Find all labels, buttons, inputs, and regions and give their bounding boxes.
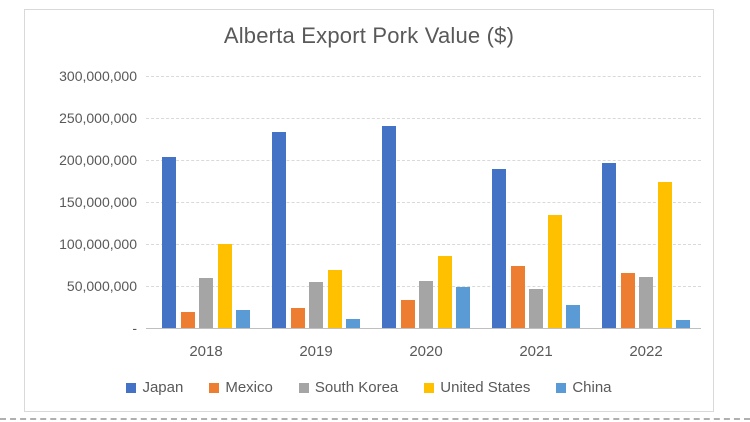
bar-south-korea bbox=[529, 289, 543, 328]
chart-frame: Alberta Export Pork Value ($) - 50,000,00… bbox=[24, 9, 714, 412]
gridline bbox=[146, 76, 701, 77]
legend-swatch-icon bbox=[209, 382, 220, 393]
legend-swatch-icon bbox=[126, 382, 137, 393]
bottom-divider bbox=[0, 418, 750, 420]
gridline bbox=[146, 118, 701, 119]
bar-mexico bbox=[180, 312, 195, 328]
legend-item-china: China bbox=[556, 379, 612, 396]
bar-united-states bbox=[657, 182, 672, 328]
gridline bbox=[146, 202, 701, 203]
y-axis-tick-label: 250,000,000 bbox=[59, 110, 137, 126]
gridline bbox=[146, 244, 701, 245]
legend-item-united-states: United States bbox=[424, 379, 530, 396]
y-axis-tick-label: 100,000,000 bbox=[59, 236, 137, 252]
legend-swatch-icon bbox=[556, 382, 567, 393]
y-axis-tick-label: 300,000,000 bbox=[59, 68, 137, 84]
bar-japan bbox=[272, 132, 286, 328]
legend-label: United States bbox=[440, 379, 531, 396]
legend-label: Japan bbox=[142, 379, 184, 396]
legend-label: Mexico bbox=[225, 379, 273, 396]
bar-south-korea bbox=[199, 278, 213, 328]
x-axis-label: 2022 bbox=[629, 343, 663, 360]
bar-south-korea bbox=[309, 282, 323, 328]
bar-united-states bbox=[547, 215, 562, 328]
gridline bbox=[146, 160, 701, 161]
bar-mexico bbox=[290, 308, 305, 328]
x-axis-label: 2021 bbox=[519, 343, 553, 360]
legend-swatch-icon bbox=[298, 382, 309, 393]
bar-china bbox=[346, 319, 360, 328]
y-axis-tick-label: 50,000,000 bbox=[66, 278, 137, 294]
bar-japan bbox=[162, 157, 176, 328]
bar-mexico bbox=[510, 266, 525, 328]
x-axis-label: 2018 bbox=[189, 343, 223, 360]
bar-south-korea bbox=[419, 281, 433, 328]
bar-china bbox=[676, 320, 690, 328]
bar-united-states bbox=[437, 256, 452, 328]
legend-item-mexico: Mexico bbox=[209, 379, 273, 396]
bar-japan bbox=[602, 163, 616, 328]
bar-china bbox=[566, 305, 580, 328]
y-axis-tick-label: 150,000,000 bbox=[59, 194, 137, 210]
bar-south-korea bbox=[639, 277, 653, 328]
bar-china bbox=[236, 310, 250, 328]
bar-united-states bbox=[217, 244, 232, 328]
bar-mexico bbox=[620, 273, 635, 328]
chart-title: Alberta Export Pork Value ($) bbox=[223, 23, 515, 48]
bar-mexico bbox=[400, 300, 415, 328]
x-axis-line bbox=[146, 328, 701, 329]
y-axis-tick-label: 200,000,000 bbox=[59, 152, 137, 168]
y-axis-tick-label: - bbox=[132, 320, 137, 336]
bar-china bbox=[456, 287, 470, 328]
legend-item-japan: Japan bbox=[126, 379, 183, 396]
legend-item-south-korea: South Korea bbox=[298, 379, 399, 396]
legend-swatch-icon bbox=[424, 382, 435, 393]
legend-label: China bbox=[572, 379, 612, 396]
legend-label: South Korea bbox=[314, 379, 399, 396]
bar-japan bbox=[382, 126, 396, 328]
legend: Japan Mexico South Korea United States China bbox=[25, 379, 713, 396]
bar-united-states bbox=[327, 270, 342, 328]
x-axis-label: 2020 bbox=[409, 343, 443, 360]
bar-japan bbox=[492, 169, 506, 328]
x-axis-label: 2019 bbox=[299, 343, 333, 360]
